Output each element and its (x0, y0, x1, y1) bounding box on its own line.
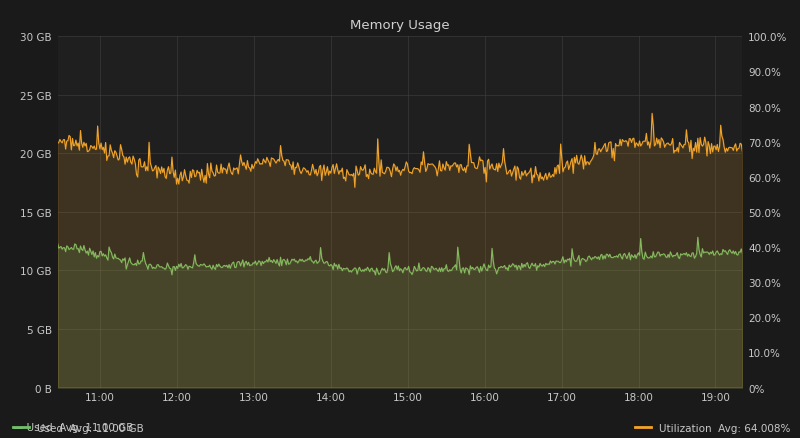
Title: Memory Usage: Memory Usage (350, 19, 450, 32)
Legend: — Used  Avg: 11.00 GB: — Used Avg: 11.00 GB (14, 422, 134, 432)
Legend: Utilization  Avg: 64.008%: Utilization Avg: 64.008% (635, 423, 790, 433)
Legend: Used  Avg: 11.00 GB: Used Avg: 11.00 GB (14, 423, 144, 433)
